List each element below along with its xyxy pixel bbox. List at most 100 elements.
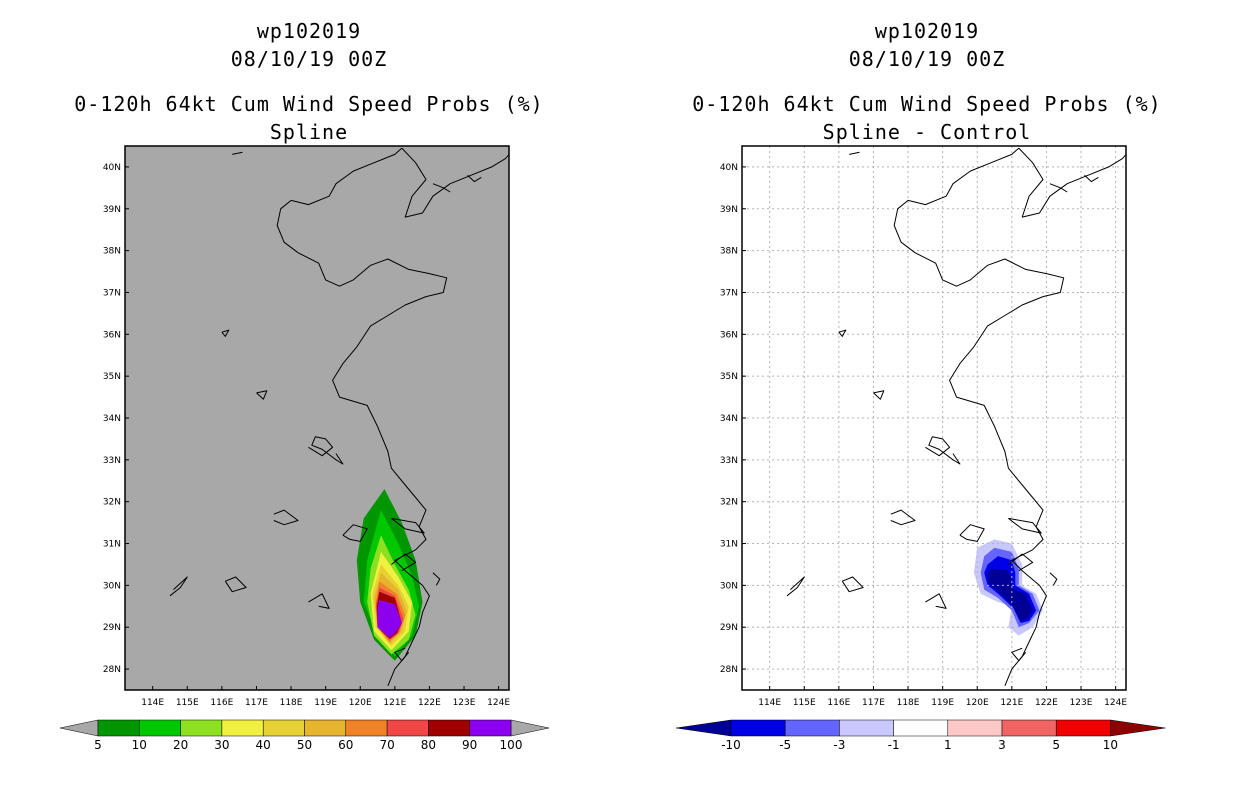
x-tick-label: 114E bbox=[141, 698, 164, 708]
chart-title-storm-id: wp102019 bbox=[874, 19, 980, 43]
left-chart-panel: wp102019 08/10/19 00Z 0-120h 64kt Cum Wi… bbox=[59, 19, 550, 752]
x-tick-label: 123E bbox=[1070, 698, 1093, 708]
colorbar-label: 30 bbox=[214, 738, 229, 752]
y-tick-label: 31N bbox=[720, 540, 738, 550]
colorbar-label: 40 bbox=[256, 738, 271, 752]
coastline bbox=[890, 509, 916, 526]
colorbar-segment bbox=[893, 719, 949, 737]
coastline bbox=[1018, 147, 1126, 218]
colorbar-label: -5 bbox=[779, 738, 791, 752]
colorbar-label: -3 bbox=[833, 738, 845, 752]
coastline bbox=[224, 576, 247, 593]
coastline bbox=[432, 572, 441, 586]
y-tick-label: 38N bbox=[103, 247, 121, 257]
y-tick-label: 33N bbox=[103, 456, 121, 466]
x-tick-label: 117E bbox=[862, 698, 885, 708]
colorbar-label: 90 bbox=[462, 738, 477, 752]
colorbar-label: -10 bbox=[721, 738, 741, 752]
colorbar-segment bbox=[947, 719, 1003, 737]
chart-title-date: 08/10/19 00Z bbox=[230, 47, 388, 71]
chart-title-method: Spline bbox=[269, 120, 349, 144]
y-tick-label: 31N bbox=[103, 540, 121, 550]
coastline bbox=[391, 517, 425, 534]
colorbar-segment bbox=[180, 719, 223, 737]
y-tick-label: 34N bbox=[103, 414, 121, 424]
y-tick-label: 36N bbox=[103, 330, 121, 340]
colorbar-segment bbox=[469, 719, 512, 737]
colorbar-segment bbox=[221, 719, 264, 737]
colorbar-label: 80 bbox=[421, 738, 436, 752]
x-tick-label: 120E bbox=[966, 698, 989, 708]
coastline bbox=[308, 593, 330, 609]
coastline bbox=[1049, 572, 1058, 586]
contour-fill-90 bbox=[377, 600, 402, 638]
y-tick-label: 28N bbox=[103, 665, 121, 675]
colorbar-segment bbox=[1055, 719, 1111, 737]
x-tick-label: 121E bbox=[1000, 698, 1023, 708]
x-tick-label: 124E bbox=[487, 698, 510, 708]
coastline bbox=[432, 183, 451, 193]
contour-fill--10 bbox=[987, 568, 1033, 621]
colorbar-label: 5 bbox=[1052, 738, 1060, 752]
colorbar-segment bbox=[730, 719, 786, 737]
coastline bbox=[232, 151, 243, 155]
wind-probability-map: 114E 115E 116E 117E 118E 119E 120E 121E 122E 123E… bbox=[59, 145, 550, 752]
chart-title-method: Spline - Control bbox=[822, 120, 1032, 144]
x-tick-label: 115E bbox=[176, 698, 199, 708]
y-tick-label: 35N bbox=[720, 372, 738, 382]
coastline bbox=[1011, 647, 1027, 662]
coastline bbox=[925, 436, 961, 465]
x-tick-label: 117E bbox=[245, 698, 268, 708]
coastline bbox=[1049, 183, 1068, 193]
chart-title-variable: 0-120h 64kt Cum Wind Speed Probs (%) bbox=[692, 92, 1162, 116]
colorbar-segment bbox=[304, 719, 347, 737]
coastline bbox=[169, 576, 188, 597]
map-layers bbox=[169, 147, 509, 686]
x-tick-label: 119E bbox=[931, 698, 954, 708]
y-tick-label: 29N bbox=[720, 623, 738, 633]
y-tick-label: 32N bbox=[720, 498, 738, 508]
y-tick-label: 40N bbox=[103, 163, 121, 173]
colorbar-above-triangle bbox=[1110, 719, 1166, 737]
colorbar-segment bbox=[97, 719, 140, 737]
colorbar-below-triangle bbox=[59, 719, 99, 737]
colorbar-segment bbox=[345, 719, 388, 737]
x-tick-label: 124E bbox=[1104, 698, 1127, 708]
colorbar-below-triangle bbox=[675, 719, 732, 737]
x-tick-label: 115E bbox=[793, 698, 816, 708]
x-tick-label: 122E bbox=[418, 698, 441, 708]
coastline bbox=[1084, 174, 1099, 183]
y-tick-label: 29N bbox=[103, 623, 121, 633]
plot-area bbox=[125, 146, 509, 690]
coastline bbox=[467, 174, 482, 183]
coastline bbox=[342, 524, 368, 542]
y-tick-label: 34N bbox=[720, 414, 738, 424]
y-tick-label: 40N bbox=[720, 163, 738, 173]
coastline bbox=[256, 390, 268, 400]
colorbar-label: 60 bbox=[338, 738, 353, 752]
x-tick-label: 123E bbox=[453, 698, 476, 708]
colorbar-segment bbox=[784, 719, 840, 737]
chart-title-storm-id: wp102019 bbox=[256, 19, 362, 43]
colorbar-segment bbox=[386, 719, 429, 737]
coastline bbox=[841, 576, 864, 593]
y-tick-label: 35N bbox=[103, 372, 121, 382]
colorbar-label: 100 bbox=[500, 738, 523, 752]
y-tick-label: 36N bbox=[720, 330, 738, 340]
coastline bbox=[221, 329, 230, 337]
x-tick-label: 118E bbox=[280, 698, 303, 708]
map-layers bbox=[742, 146, 1126, 690]
x-tick-label: 116E bbox=[827, 698, 850, 708]
y-tick-label: 37N bbox=[720, 288, 738, 298]
colorbar-label: -1 bbox=[888, 738, 900, 752]
y-tick-label: 32N bbox=[103, 498, 121, 508]
colorbar-segment bbox=[839, 719, 894, 737]
colorbar-label: 10 bbox=[1103, 738, 1118, 752]
colorbar-segment bbox=[262, 719, 305, 737]
colorbar-above-triangle bbox=[510, 719, 550, 737]
coastline bbox=[391, 553, 417, 572]
colorbar-label: 70 bbox=[379, 738, 394, 752]
coastline bbox=[1008, 517, 1042, 534]
colorbar-label: 20 bbox=[173, 738, 188, 752]
x-tick-label: 122E bbox=[1035, 698, 1058, 708]
